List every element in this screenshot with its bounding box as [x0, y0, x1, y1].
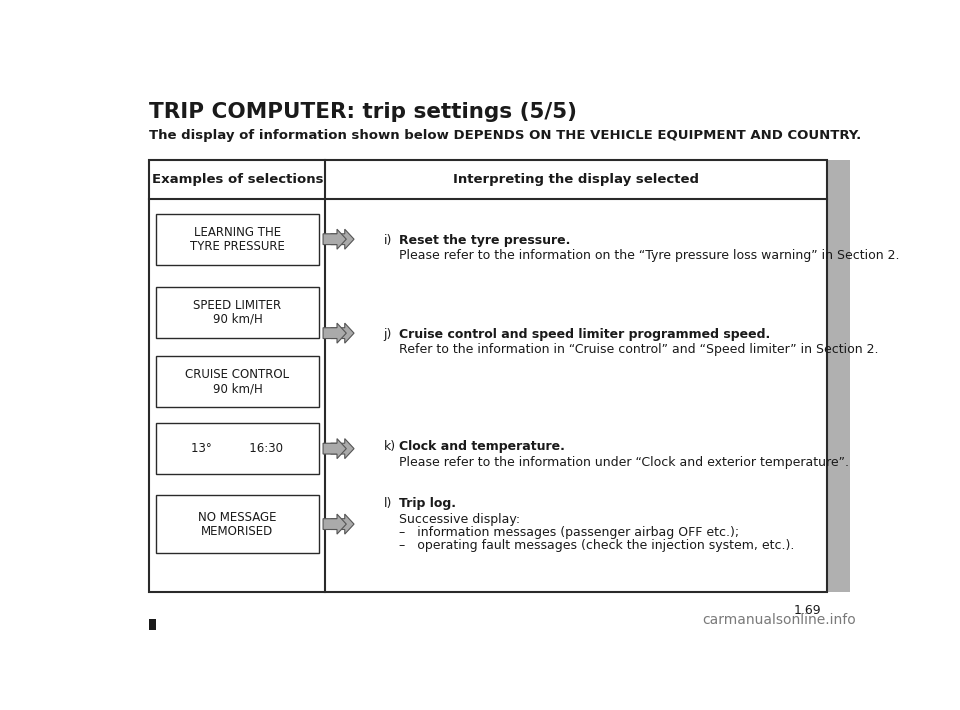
Text: 13°          16:30: 13° 16:30	[191, 442, 283, 455]
Text: j): j)	[383, 328, 392, 341]
Bar	[150, 619, 156, 630]
Text: MEMORISED: MEMORISED	[202, 525, 274, 537]
Text: k): k)	[383, 440, 396, 453]
Text: 1.69: 1.69	[794, 604, 822, 617]
Text: Successive display:: Successive display:	[399, 513, 520, 525]
Text: TRIP COMPUTER: trip settings (5/5): TRIP COMPUTER: trip settings (5/5)	[150, 102, 578, 122]
Bar	[150, 160, 827, 592]
Polygon shape	[324, 229, 347, 249]
Text: 90 km/H: 90 km/H	[212, 382, 262, 395]
Bar	[156, 356, 319, 407]
Text: SPEED LIMITER: SPEED LIMITER	[193, 299, 281, 312]
Polygon shape	[324, 323, 347, 343]
Bar	[827, 160, 850, 592]
Text: NO MESSAGE: NO MESSAGE	[198, 510, 276, 524]
Text: TYRE PRESSURE: TYRE PRESSURE	[190, 240, 285, 253]
Text: Cruise control and speed limiter programmed speed.: Cruise control and speed limiter program…	[399, 328, 770, 341]
Bar	[156, 287, 319, 338]
Text: Reset the tyre pressure.: Reset the tyre pressure.	[399, 234, 570, 247]
Text: Refer to the information in “Cruise control” and “Speed limiter” in Section 2.: Refer to the information in “Cruise cont…	[399, 343, 878, 356]
Text: Examples of selections: Examples of selections	[152, 173, 324, 186]
Text: –   information messages (passenger airbag OFF etc.);: – information messages (passenger airbag…	[399, 525, 739, 539]
Polygon shape	[331, 323, 354, 343]
Polygon shape	[331, 439, 354, 459]
Text: 90 km/H: 90 km/H	[212, 313, 262, 326]
Polygon shape	[331, 514, 354, 534]
Text: Trip log.: Trip log.	[399, 497, 456, 510]
Text: carmanualsonline.info: carmanualsonline.info	[703, 613, 856, 628]
Bar	[156, 423, 319, 474]
Text: –   operating fault messages (check the injection system, etc.).: – operating fault messages (check the in…	[399, 539, 794, 552]
Polygon shape	[324, 514, 347, 534]
Bar	[156, 495, 319, 553]
Text: i): i)	[383, 234, 392, 247]
Text: l): l)	[383, 497, 392, 510]
Text: The display of information shown below DEPENDS ON THE VEHICLE EQUIPMENT AND COUN: The display of information shown below D…	[150, 129, 862, 142]
Bar	[156, 214, 319, 265]
Text: Interpreting the display selected: Interpreting the display selected	[453, 173, 699, 186]
Polygon shape	[324, 439, 347, 459]
Text: Clock and temperature.: Clock and temperature.	[399, 440, 564, 453]
Text: Please refer to the information on the “Tyre pressure loss warning” in Section 2: Please refer to the information on the “…	[399, 249, 900, 262]
Polygon shape	[331, 229, 354, 249]
Text: LEARNING THE: LEARNING THE	[194, 226, 281, 239]
Text: CRUISE CONTROL: CRUISE CONTROL	[185, 368, 290, 381]
Text: Please refer to the information under “Clock and exterior temperature”.: Please refer to the information under “C…	[399, 456, 849, 469]
